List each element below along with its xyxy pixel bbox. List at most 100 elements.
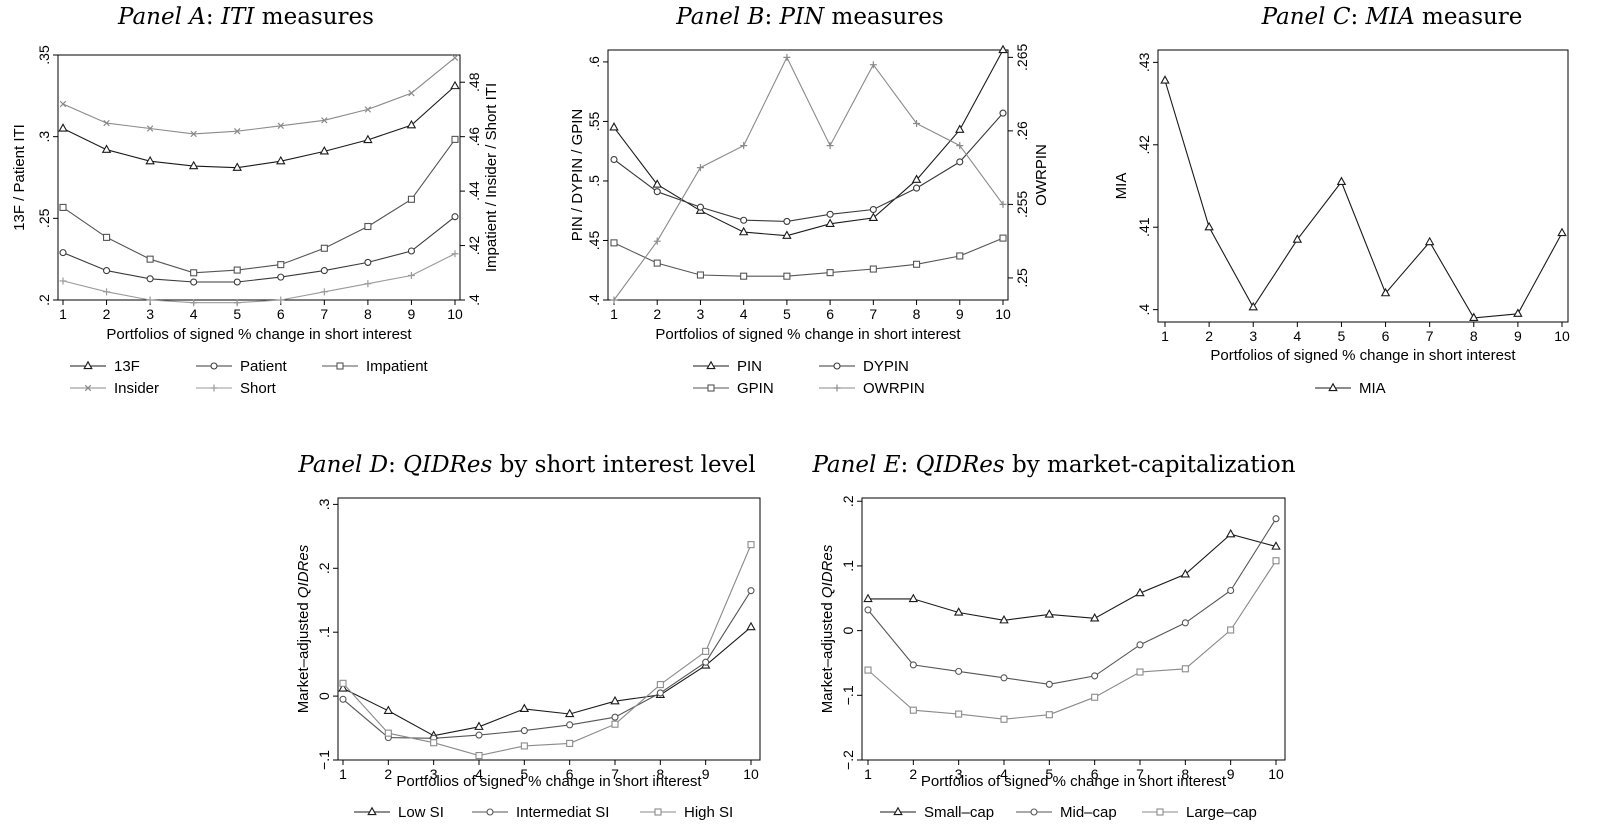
x-tick-label: 7 — [1426, 328, 1434, 344]
data-point — [474, 721, 484, 730]
data-point — [519, 703, 530, 713]
data-point — [864, 666, 872, 674]
data-point — [1091, 672, 1099, 680]
legend-marker — [893, 806, 903, 816]
legend-item-gpin: GPIN — [693, 380, 774, 397]
data-point — [406, 119, 417, 129]
legend-marker — [83, 360, 93, 370]
series-line — [342, 590, 752, 739]
data-point — [783, 217, 791, 225]
legend-marker — [1328, 382, 1338, 392]
data-point — [451, 135, 459, 143]
data-point — [59, 277, 67, 285]
data-point — [696, 164, 704, 172]
series-pin — [609, 44, 1008, 239]
data-point — [103, 233, 111, 241]
series-line — [613, 49, 1004, 237]
data-point — [1513, 308, 1523, 317]
panel-a: Panel A: ITI measures 1 2 3 4 5 6 7 8 9 10 .2 .25 .3.… — [11, 4, 500, 397]
x-tick-label: 5 — [1045, 766, 1053, 782]
data-point — [233, 266, 241, 274]
series-line — [62, 216, 456, 283]
data-point — [611, 713, 619, 721]
series-line — [867, 518, 1277, 685]
legend: Low SI Intermediat SI High SI — [354, 804, 733, 821]
y-tick-label: .4 — [586, 294, 602, 306]
x-tick-label: 10 — [995, 306, 1011, 322]
data-point — [101, 144, 112, 153]
data-point — [610, 695, 620, 705]
data-point — [825, 218, 835, 227]
legend-label: Mid–cap — [1060, 804, 1117, 821]
data-point — [696, 203, 704, 211]
y-tick-label: .1 — [840, 560, 856, 572]
legend-item-owrpin: OWRPIN — [819, 380, 925, 397]
legend-item-large-cap: Large–cap — [1142, 804, 1257, 821]
data-point — [190, 299, 198, 307]
legend-marker — [833, 384, 841, 392]
series-dypin — [610, 109, 1007, 225]
y-tick-label: 0 — [316, 692, 332, 700]
data-point — [320, 267, 328, 275]
y2-tick-label: .46 — [466, 127, 482, 147]
data-point — [451, 250, 459, 258]
legend-item-low-si: Low SI — [354, 804, 444, 821]
data-point — [826, 210, 834, 218]
x-tick-label: 6 — [277, 306, 285, 322]
data-point — [1557, 227, 1567, 237]
x-tick-label: 4 — [190, 306, 198, 322]
x-axis-label: Portfolios of signed % change in short i… — [1210, 347, 1516, 364]
x-tick-label: 3 — [146, 306, 154, 322]
data-point — [407, 247, 415, 255]
data-point — [407, 272, 415, 279]
y2-tick-label: .26 — [1014, 121, 1030, 141]
legend-marker — [84, 384, 92, 392]
legend-label: DYPIN — [863, 358, 909, 375]
data-point — [566, 721, 574, 729]
series-line — [613, 237, 1004, 277]
legend: PIN DYPIN GPIN OWRPIN — [693, 358, 925, 397]
data-point — [738, 226, 749, 236]
y-axis-label: PIN / DYPIN / GPIN — [569, 109, 586, 242]
plot-frame — [861, 497, 1286, 761]
data-point — [277, 296, 285, 304]
x-tick-label: 10 — [1554, 328, 1570, 344]
data-point — [339, 695, 347, 703]
data-point — [783, 272, 791, 280]
x-tick-label: 1 — [1161, 328, 1169, 344]
data-point — [864, 606, 872, 614]
data-point — [319, 146, 330, 155]
data-point — [1045, 711, 1053, 719]
y-tick-label: .2 — [316, 562, 332, 574]
legend: Small–cap Mid–cap Large–cap — [880, 804, 1257, 821]
data-point — [956, 158, 964, 166]
x-tick-label: 5 — [520, 766, 528, 782]
series-insider — [59, 54, 459, 138]
data-point — [339, 679, 347, 687]
data-point — [1135, 587, 1145, 597]
data-point — [451, 54, 459, 61]
legend-item-dypin: DYPIN — [819, 358, 909, 375]
legend-item-patient: Patient — [196, 358, 288, 375]
series-13f — [58, 80, 460, 171]
y-axis-label: MIA — [1113, 173, 1130, 200]
plot-frame — [57, 54, 461, 301]
data-point — [783, 53, 791, 61]
legend-label: OWRPIN — [863, 380, 925, 397]
series-line — [342, 626, 752, 737]
data-point — [1225, 528, 1236, 538]
legend-marker — [486, 808, 494, 816]
panel-title: Panel C: MIA measure — [1261, 4, 1523, 30]
data-point — [450, 80, 460, 90]
series-line — [868, 533, 1277, 621]
data-point — [383, 705, 394, 714]
series-line — [613, 112, 1004, 222]
legend-marker — [706, 360, 716, 370]
y-axis-label: Market–adjusted QIDRes — [295, 544, 312, 713]
panel-title: Panel B: PIN measures — [675, 4, 943, 30]
data-point — [146, 255, 154, 263]
data-point — [1160, 75, 1170, 84]
x-tick-label: 2 — [384, 766, 392, 782]
x-tick-label: 9 — [408, 306, 416, 322]
data-point — [826, 142, 834, 150]
